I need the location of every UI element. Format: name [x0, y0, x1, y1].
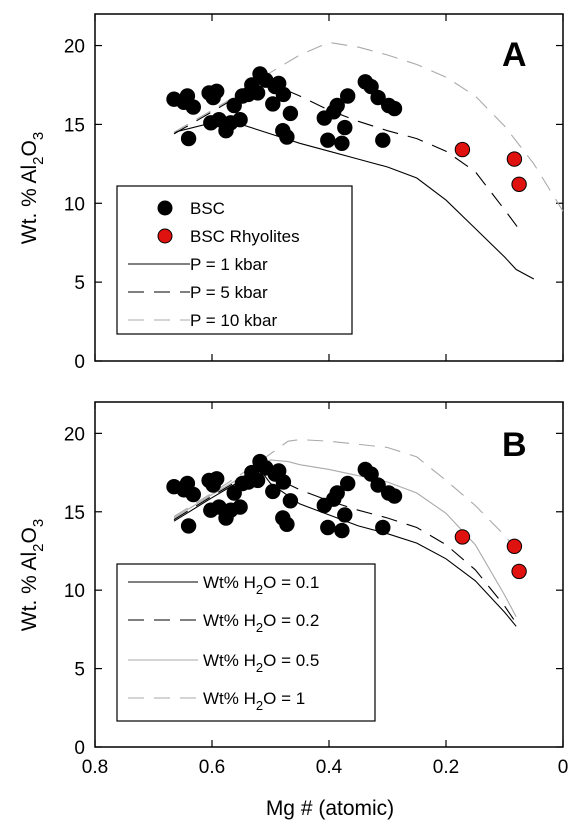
bsc-point	[265, 483, 281, 500]
x-tick-label: 0.8	[82, 757, 108, 778]
legend-bsc-label: BSC	[190, 199, 225, 218]
bsc-point	[329, 485, 345, 501]
bsc-point	[363, 466, 379, 482]
y-tick-label: 15	[64, 115, 85, 136]
bsc-point	[363, 78, 379, 95]
y-tick-label: 0	[74, 352, 85, 373]
panel-b-legend-box	[116, 563, 376, 722]
legend-h2o-01-label: Wt% H2O = 0.1	[203, 573, 319, 597]
bsc-point	[279, 516, 295, 532]
bsc-point	[320, 132, 336, 148]
y-tick-label: 20	[64, 424, 85, 445]
bsc-point	[370, 477, 386, 493]
bsc-point	[320, 519, 336, 536]
bsc-point	[334, 135, 350, 152]
y-tick-label: 5	[74, 660, 85, 681]
panel-b: 0.8 0.6 0.4 0.2 0 0 5 10 15 20 B Wt. % Al2O3 Mg …	[18, 401, 569, 820]
bsc-point	[205, 89, 221, 106]
panel-b-label: B	[502, 426, 527, 464]
panel-a-series-line-1	[173, 122, 535, 280]
rhyolite-point	[511, 563, 527, 580]
bsc-point	[337, 119, 353, 136]
bsc-point	[282, 493, 299, 509]
panel-a-legend-box	[116, 185, 353, 335]
bsc-point	[185, 99, 202, 115]
legend-p1-label: P = 1 kbar	[190, 255, 268, 274]
bsc-point	[375, 132, 391, 148]
panel-a-data-points	[166, 66, 527, 193]
panel-a-y-ticks: 0 5 10 15 20	[64, 37, 563, 373]
x-tick-label: 0.4	[316, 757, 343, 778]
panel-b-y-axis-title: Wt. % Al2O3	[18, 519, 47, 631]
y-tick-label: 10	[64, 194, 85, 215]
x-tick-label: 0.2	[433, 757, 459, 778]
panel-b-data-points	[166, 453, 527, 580]
bsc-point	[275, 474, 292, 490]
bsc-point	[340, 88, 356, 104]
panel-a: 0 5 10 15 20 A Wt. % Al2O3 BSC BSC Rhyolites…	[18, 13, 564, 373]
legend-h2o-05-label: Wt% H2O = 0.5	[203, 651, 319, 675]
bsc-point	[386, 488, 403, 504]
legend-bsc-marker	[157, 200, 173, 216]
x-tick-label: 0	[558, 757, 569, 778]
x-tick-label: 0.6	[199, 757, 225, 778]
bsc-point	[329, 97, 345, 114]
y-tick-label: 15	[64, 503, 85, 524]
panel-b-y-ticks: 0 5 10 15 20	[64, 424, 563, 759]
bsc-point	[340, 475, 356, 492]
rhyolite-point	[511, 176, 527, 193]
bsc-point	[275, 86, 292, 103]
bsc-point	[386, 100, 403, 117]
rhyolite-point	[506, 538, 523, 554]
legend-p10-label: P = 10 kbar	[190, 311, 277, 330]
panel-a-y-axis-title: Wt. % Al2O3	[18, 132, 47, 244]
bsc-point	[180, 518, 197, 534]
bsc-point	[249, 85, 266, 101]
bsc-point	[334, 522, 350, 539]
bsc-point	[370, 89, 386, 106]
bsc-point	[232, 499, 248, 515]
legend-rhyolites-marker	[157, 228, 173, 244]
bsc-point	[185, 486, 202, 503]
legend-h2o-02-label: Wt% H2O = 0.2	[203, 611, 319, 635]
bsc-point	[180, 130, 197, 147]
bsc-point	[282, 105, 299, 122]
rhyolite-point	[506, 151, 523, 167]
bsc-point	[249, 472, 266, 489]
panel-b-x-ticks: 0.8 0.6 0.4 0.2 0	[82, 402, 569, 778]
y-tick-label: 5	[74, 273, 85, 294]
x-axis-title: Mg # (atomic)	[266, 797, 394, 820]
y-tick-label: 10	[64, 581, 85, 602]
legend-p5-label: P = 5 kbar	[190, 283, 268, 302]
bsc-point	[205, 477, 221, 493]
panel-a-label: A	[502, 36, 527, 74]
legend-h2o-1-label: Wt% H2O = 1	[203, 689, 305, 713]
bsc-point	[279, 129, 295, 145]
panel-a-x-ticks	[94, 14, 564, 361]
panel-a-legend: BSC BSC Rhyolites P = 1 kbar P = 5 kbar …	[116, 185, 353, 335]
bsc-point	[265, 96, 281, 112]
panel-b-legend: Wt% H2O = 0.1 Wt% H2O = 0.2 Wt% H2O = 0.…	[116, 563, 376, 722]
y-tick-label: 20	[64, 37, 85, 58]
y-tick-label: 0	[74, 738, 85, 759]
legend-rhyolites-label: BSC Rhyolites	[190, 227, 300, 246]
bsc-point	[375, 519, 391, 536]
bsc-point	[337, 507, 353, 523]
rhyolite-point	[454, 141, 471, 158]
rhyolite-point	[454, 529, 471, 545]
bsc-point	[232, 112, 248, 128]
